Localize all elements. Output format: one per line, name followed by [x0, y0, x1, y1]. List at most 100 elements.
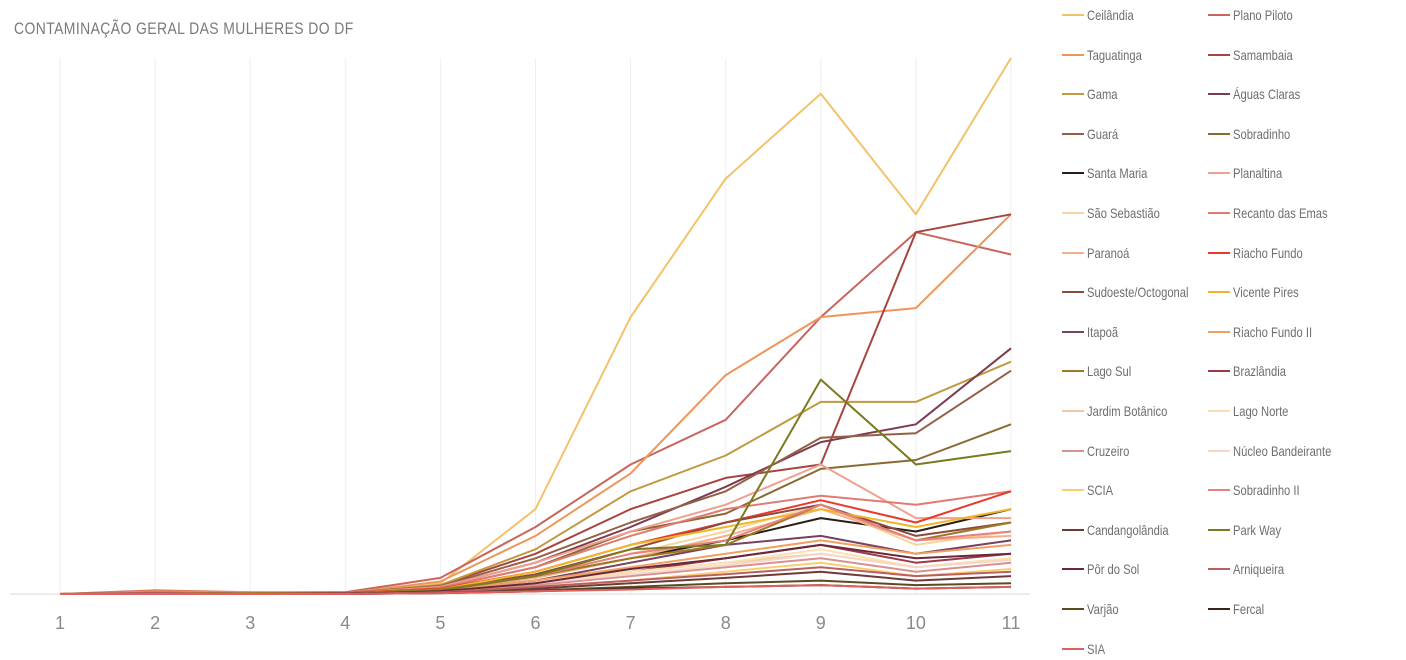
legend-swatch: [1062, 608, 1084, 610]
x-tick-label: 1: [55, 613, 65, 633]
legend-label: Santa Maria: [1087, 165, 1148, 182]
legend-swatch: [1062, 172, 1084, 175]
legend-item: Cruzeiro: [1062, 441, 1140, 461]
legend-swatch: [1208, 489, 1230, 492]
legend-label: Riacho Fundo: [1233, 244, 1303, 261]
legend-item: Guará: [1062, 124, 1126, 144]
legend-swatch: [1208, 172, 1230, 175]
legend-label: Fercal: [1233, 601, 1265, 617]
legend-item: Vicente Pires: [1208, 282, 1315, 302]
legend-label: Núcleo Bandeirante: [1233, 442, 1332, 459]
legend-swatch: [1208, 14, 1230, 16]
legend-label: Ceilândia: [1087, 7, 1134, 23]
legend-item: Sobradinho II: [1208, 480, 1316, 500]
legend-item: Arniqueira: [1208, 559, 1297, 579]
legend: Ceilândia Plano Piloto Taguatinga Samambaia…: [1062, 5, 1406, 660]
legend-swatch: [1208, 53, 1230, 56]
legend-swatch: [1208, 291, 1230, 294]
legend-label: Plano Piloto: [1233, 7, 1293, 23]
legend-item: Jardim Botânico: [1062, 401, 1187, 421]
legend-swatch: [1208, 93, 1230, 96]
legend-label: Pôr do Sol: [1087, 561, 1140, 578]
legend-swatch: [1062, 14, 1084, 16]
legend-swatch: [1208, 449, 1230, 452]
series-line-sia: [60, 584, 1012, 595]
legend-label: Candangolândia: [1087, 521, 1169, 538]
legend-item: Riacho Fundo II: [1208, 322, 1332, 342]
legend-swatch: [1208, 608, 1230, 610]
legend-swatch: [1062, 251, 1084, 254]
legend-label: Cruzeiro: [1087, 442, 1130, 459]
legend-item: Brazlândia: [1208, 361, 1299, 381]
legend-swatch: [1062, 647, 1084, 650]
legend-item: Riacho Fundo: [1208, 243, 1320, 263]
legend-label: Paranoá: [1087, 244, 1130, 261]
x-tick-labels: 1 2 3 4 5 6 7 8 9 10 11: [55, 613, 1020, 633]
x-tick-label: 8: [721, 613, 731, 633]
legend-item: Lago Norte: [1208, 401, 1302, 421]
x-tick-label: 9: [816, 613, 826, 633]
legend-item: Plano Piloto: [1208, 5, 1308, 25]
legend-item: Planaltina: [1208, 163, 1295, 183]
legend-label: Vicente Pires: [1233, 284, 1299, 301]
legend-item: Águas Claras: [1208, 84, 1317, 104]
legend-item: Pôr do Sol: [1062, 559, 1152, 579]
legend-item: Santa Maria: [1062, 163, 1162, 183]
legend-swatch: [1062, 330, 1084, 333]
legend-item: Sobradinho: [1208, 124, 1305, 144]
x-tick-label: 6: [530, 613, 540, 633]
legend-item: São Sebastião: [1062, 203, 1178, 223]
legend-label: Guará: [1087, 125, 1119, 142]
legend-swatch: [1208, 251, 1230, 254]
legend-item: Candangolândia: [1062, 520, 1189, 540]
legend-item: SIA: [1062, 639, 1110, 659]
legend-swatch: [1062, 449, 1084, 452]
legend-swatch: [1208, 132, 1230, 135]
x-tick-label: 11: [1002, 613, 1021, 633]
legend-label: Sobradinho II: [1233, 482, 1300, 499]
legend-item: Gama: [1062, 84, 1125, 104]
legend-swatch: [1062, 370, 1084, 373]
legend-swatch: [1062, 132, 1084, 135]
x-tick-label: 5: [435, 613, 445, 633]
legend-label: Itapoã: [1087, 323, 1119, 340]
line-chart: 1 2 3 4 5 6 7 8 9 10 11: [10, 57, 1030, 633]
legend-label: Lago Norte: [1233, 403, 1289, 419]
legend-item: Varjão: [1062, 599, 1126, 619]
x-tick-label: 2: [150, 613, 160, 633]
legend-label: Gama: [1087, 86, 1118, 103]
legend-label: Varjão: [1087, 601, 1119, 617]
grid-lines: [59, 58, 1012, 594]
legend-label: Riacho Fundo II: [1233, 323, 1313, 340]
legend-label: Park Way: [1233, 521, 1282, 538]
legend-label: Sobradinho: [1233, 125, 1291, 142]
series-lines: [59, 57, 1012, 595]
legend-label: Lago Sul: [1087, 363, 1132, 380]
legend-label: Samambaia: [1233, 46, 1293, 63]
legend-item: Lago Sul: [1062, 361, 1142, 381]
legend-label: Planaltina: [1233, 165, 1283, 182]
legend-item: Park Way: [1208, 520, 1293, 540]
legend-swatch: [1062, 291, 1084, 294]
legend-swatch: [1208, 410, 1230, 412]
legend-label: SIA: [1087, 640, 1106, 657]
legend-swatch: [1208, 568, 1230, 571]
legend-swatch: [1062, 489, 1084, 492]
legend-label: Arniqueira: [1233, 561, 1285, 578]
legend-swatch: [1062, 212, 1084, 214]
legend-label: Taguatinga: [1087, 46, 1142, 63]
legend-item: Ceilândia: [1062, 5, 1145, 25]
legend-item: Samambaia: [1208, 45, 1308, 65]
legend-item: SCIA: [1062, 480, 1120, 500]
legend-swatch: [1062, 93, 1084, 96]
legend-swatch: [1062, 410, 1084, 412]
chart-title: CONTAMINAÇÃO GERAL DAS MULHERES DO DF: [14, 19, 354, 38]
legend-swatch: [1208, 370, 1230, 373]
legend-item: Sudoeste/Octogonal: [1062, 282, 1214, 302]
legend-swatch: [1062, 528, 1084, 531]
x-tick-label: 3: [245, 613, 255, 633]
legend-item: Recanto das Emas: [1208, 203, 1351, 223]
legend-label: Águas Claras: [1233, 86, 1301, 103]
legend-label: Brazlândia: [1233, 363, 1286, 380]
legend-label: Sudoeste/Octogonal: [1087, 284, 1189, 301]
